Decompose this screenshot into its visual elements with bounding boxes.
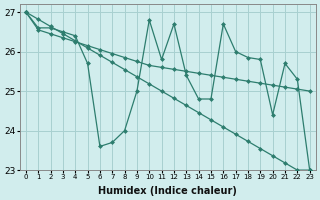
X-axis label: Humidex (Indice chaleur): Humidex (Indice chaleur): [98, 186, 237, 196]
